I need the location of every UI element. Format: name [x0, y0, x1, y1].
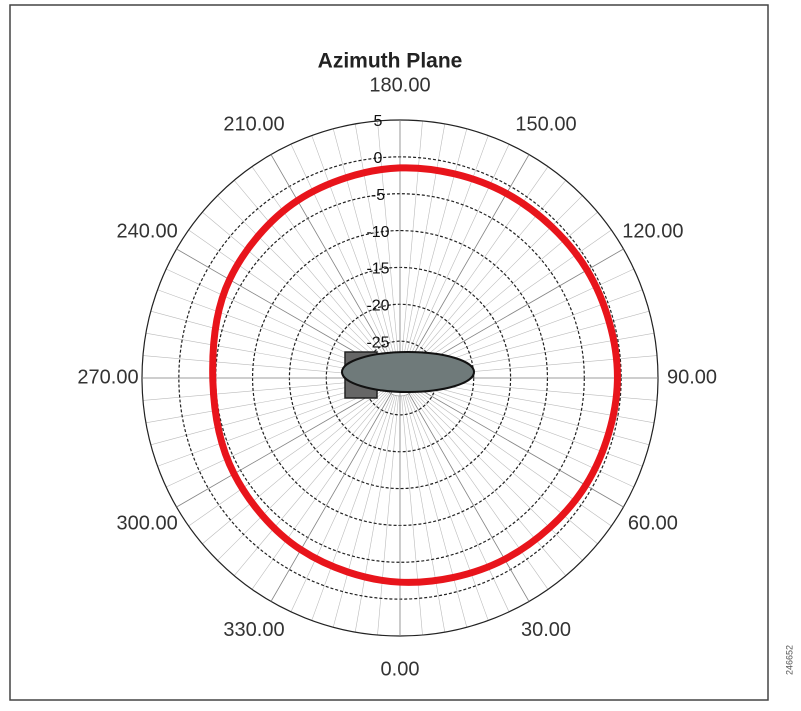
spoke: [202, 211, 387, 367]
spoke: [411, 391, 567, 576]
spoke: [407, 144, 510, 362]
polar-grid: [141, 119, 659, 637]
theta-tick-label: 60.00: [628, 512, 678, 534]
r-tick-label: -15: [366, 261, 389, 278]
spoke: [251, 392, 390, 590]
spoke: [404, 395, 468, 628]
antenna-icon: [341, 351, 475, 399]
theta-tick-label: 330.00: [223, 619, 284, 641]
theta-tick-label: 210.00: [223, 113, 284, 135]
theta-tick-label: 150.00: [515, 113, 576, 135]
tick-labels: 5 0 -5 -10 -15 -20 -25 0.00 30.00 60.00 90.00 120.0…: [77, 74, 717, 680]
theta-tick-label: 90.00: [667, 366, 717, 388]
spoke: [405, 135, 489, 362]
spoke: [217, 390, 388, 561]
antenna-body: [341, 351, 475, 393]
spoke: [377, 120, 399, 361]
spoke: [377, 395, 399, 636]
spoke: [404, 128, 468, 361]
spoke: [202, 389, 387, 545]
spoke: [166, 385, 384, 488]
spoke: [410, 392, 549, 590]
spoke: [150, 382, 383, 446]
spoke: [401, 395, 423, 636]
spoke: [311, 394, 395, 621]
spoke: [217, 195, 388, 366]
spoke: [412, 195, 583, 366]
theta-grid-line: [270, 154, 401, 379]
theta-grid-line: [270, 377, 401, 602]
theta-tick-label: 270.00: [77, 366, 138, 388]
spoke: [412, 390, 583, 561]
spoke: [413, 389, 598, 545]
figure-id: 246652: [784, 645, 794, 675]
theta-grid-line: [176, 377, 401, 508]
spoke: [407, 394, 510, 612]
spoke: [401, 120, 423, 361]
spoke: [402, 123, 446, 361]
spoke: [332, 128, 396, 361]
spoke: [290, 394, 393, 612]
spoke: [145, 380, 383, 424]
spoke: [142, 379, 383, 401]
spoke: [188, 229, 386, 368]
chart-title: Azimuth Plane: [318, 50, 463, 73]
r-tick-label: -25: [366, 334, 389, 351]
spoke: [405, 394, 489, 621]
theta-tick-label: 0.00: [381, 658, 420, 680]
spoke: [410, 166, 549, 364]
spoke: [150, 310, 383, 374]
theta-grid-line: [399, 377, 530, 602]
spoke: [311, 135, 395, 362]
spoke: [354, 395, 398, 633]
spoke: [414, 388, 612, 527]
spoke: [188, 388, 386, 527]
r-tick-label: -5: [371, 187, 385, 204]
spoke: [411, 180, 567, 365]
pattern-line: [209, 164, 621, 586]
spoke: [402, 395, 446, 633]
theta-tick-label: 180.00: [369, 74, 430, 96]
r-tick-label: 5: [374, 113, 383, 130]
r-tick-label: -20: [366, 298, 389, 315]
plot-area: [209, 164, 621, 586]
spoke: [251, 166, 390, 364]
spoke: [354, 123, 398, 361]
r-tick-label: 0: [374, 150, 383, 167]
r-tick-label: -10: [366, 224, 389, 241]
theta-tick-label: 120.00: [622, 220, 683, 242]
spoke: [233, 180, 389, 365]
theta-tick-label: 30.00: [521, 619, 571, 641]
theta-tick-label: 240.00: [117, 220, 178, 242]
spoke: [332, 395, 396, 628]
spoke: [290, 144, 393, 362]
spoke: [233, 391, 389, 576]
theta-tick-label: 300.00: [117, 512, 178, 534]
